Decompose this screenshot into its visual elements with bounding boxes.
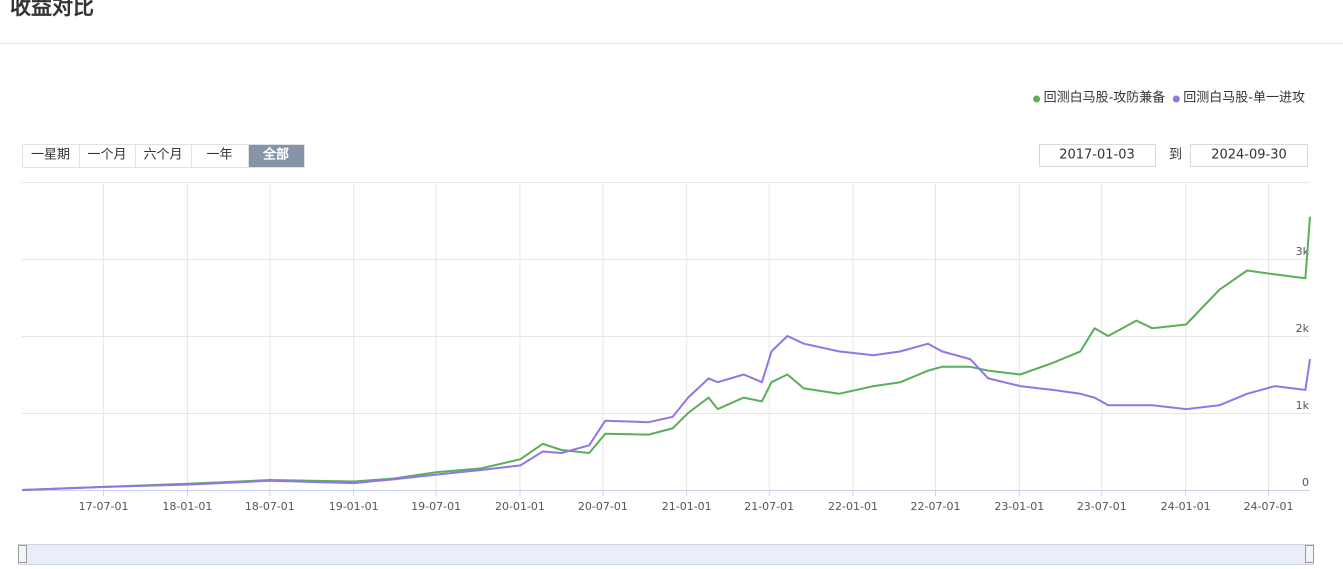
x-tick-label: 22-07-01 <box>911 500 961 513</box>
legend-marker <box>1033 95 1041 103</box>
y-tick-label: 2k <box>1296 322 1310 335</box>
start-date-input[interactable] <box>1039 144 1156 167</box>
x-tick-label: 24-01-01 <box>1161 500 1211 513</box>
chart-title: 收益对比 <box>10 0 94 19</box>
x-tick-label: 20-07-01 <box>578 500 628 513</box>
range-button-label[interactable]: 一个月 <box>87 148 126 163</box>
series-line <box>21 335 1311 491</box>
range-button[interactable] <box>248 144 305 168</box>
x-tick-label: 17-07-01 <box>79 500 129 513</box>
legend: 回测白马股-单一进攻 回测白马股-攻防兼备 <box>1033 90 1305 106</box>
legend-label: 回测白马股-单一进攻 <box>1183 90 1305 106</box>
x-tick-label: 21-07-01 <box>744 500 794 513</box>
x-tick-label: 20-01-01 <box>495 500 545 513</box>
to-label: 到 <box>1169 148 1182 163</box>
plot-area <box>22 180 1310 490</box>
x-tick-label: 21-01-01 <box>662 500 712 513</box>
navigator-handle[interactable] <box>18 545 27 563</box>
x-tick-label: 22-01-01 <box>828 500 878 513</box>
end-date[interactable]: 2024-09-30 <box>1211 148 1287 163</box>
x-tick-label: 19-01-01 <box>329 500 379 513</box>
x-tick-label: 23-07-01 <box>1077 500 1127 513</box>
series-line <box>21 216 1311 491</box>
x-tick-label: 18-01-01 <box>162 500 212 513</box>
x-tick-label: 24-07-01 <box>1244 500 1294 513</box>
legend-marker <box>1172 95 1180 103</box>
x-tick-label: 18-07-01 <box>245 500 295 513</box>
navigator-handle[interactable] <box>1305 545 1314 563</box>
y-tick-label: 1k <box>1296 399 1310 412</box>
range-button-label[interactable]: 全部 <box>262 147 289 163</box>
x-tick-label: 23-01-01 <box>994 500 1044 513</box>
y-tick-label: 0 <box>1302 476 1309 489</box>
y-tick-label: 3k <box>1296 245 1310 258</box>
legend-label: 回测白马股-攻防兼备 <box>1044 90 1166 106</box>
end-date-input[interactable] <box>1190 144 1308 167</box>
range-button-label[interactable]: 一星期 <box>31 148 70 163</box>
start-date[interactable]: 2017-01-03 <box>1059 148 1135 163</box>
x-tick-label: 19-07-01 <box>411 500 461 513</box>
navigator[interactable] <box>18 544 1314 565</box>
range-button-label[interactable]: 一年 <box>206 148 232 163</box>
range-button-label[interactable]: 六个月 <box>143 148 182 163</box>
